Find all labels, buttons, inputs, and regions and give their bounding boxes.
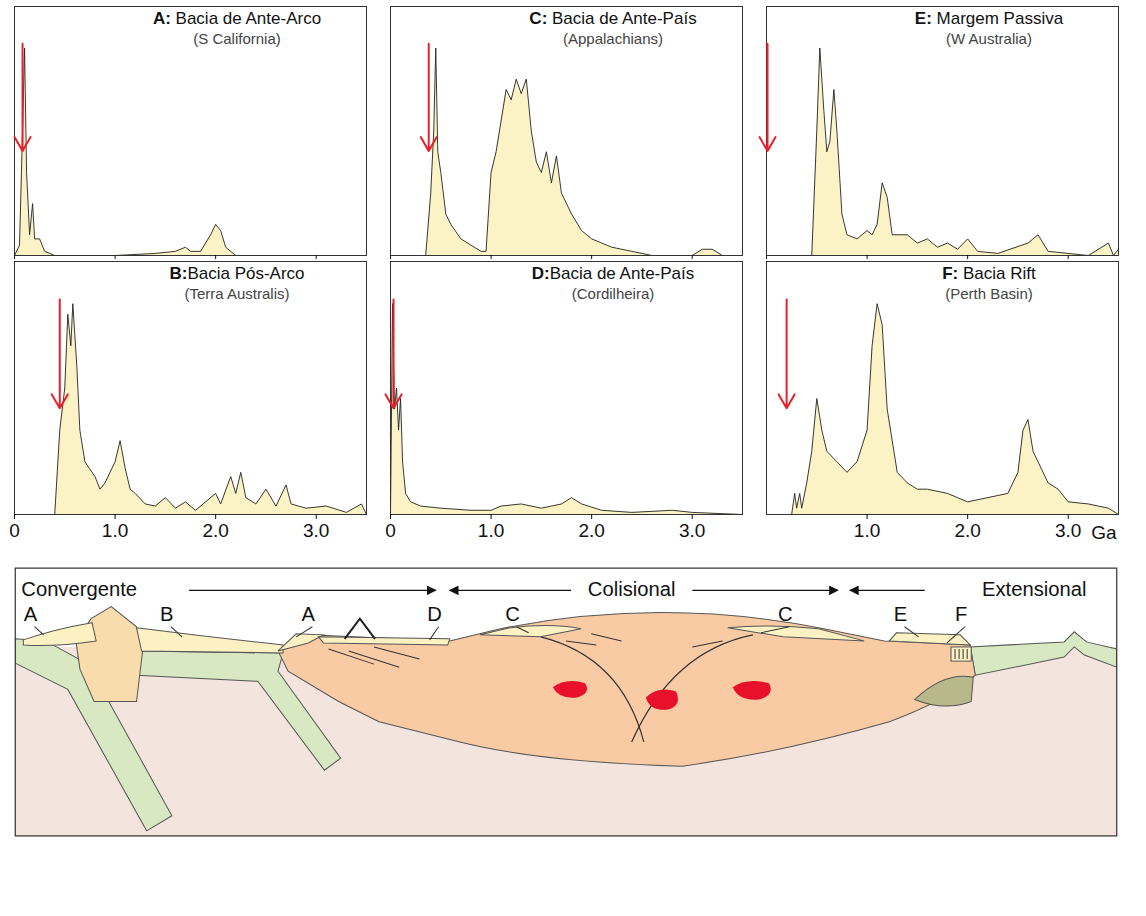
html-text:C: Bacia de Ante-País: C: Bacia de Ante-País [529, 9, 697, 28]
svg-text:A: A [302, 603, 316, 625]
svg-text:B: B [160, 603, 173, 625]
svg-text:2.0: 2.0 [954, 520, 980, 541]
svg-text:F: F [955, 603, 967, 625]
svg-text:Extensional: Extensional [982, 578, 1086, 600]
html-text:B: Bacia Pós-Arco: B: Bacia Pós-Arco [169, 264, 305, 283]
html-text:(Terra Australis): (Terra Australis) [184, 285, 290, 302]
svg-text:2.0: 2.0 [578, 520, 604, 541]
svg-text:A: A [24, 603, 38, 625]
svg-text:1.0: 1.0 [478, 520, 504, 541]
svg-text:3.0: 3.0 [303, 520, 329, 541]
svg-text:E: E [894, 603, 907, 625]
svg-text:0: 0 [9, 520, 20, 541]
svg-text:D: D [427, 603, 442, 625]
html-text:A: Bacia de Ante-Arco: A: Bacia de Ante-Arco [152, 9, 322, 28]
svg-text:0: 0 [385, 520, 396, 541]
html-text:F: Bacia Rift: F: Bacia Rift [942, 264, 1036, 283]
svg-text:C: C [505, 603, 520, 625]
html-text:(S California): (S California) [193, 30, 281, 47]
html-text:(Perth Basin): (Perth Basin) [945, 285, 1033, 302]
svg-text:3.0: 3.0 [1055, 520, 1081, 541]
svg-text:1.0: 1.0 [102, 520, 128, 541]
svg-text:2.0: 2.0 [202, 520, 228, 541]
svg-text:Convergente: Convergente [21, 578, 137, 600]
svg-text:Colisional: Colisional [588, 578, 676, 600]
html-text:(Cordilheira): (Cordilheira) [571, 285, 655, 302]
svg-text:C: C [778, 603, 793, 625]
html-text:D: Bacia de Ante-País: D: Bacia de Ante-País [531, 264, 695, 283]
svg-text:3.0: 3.0 [679, 520, 705, 541]
svg-text:Ga: Ga [1091, 522, 1117, 543]
html-text:(Appalachians): (Appalachians) [563, 30, 663, 47]
html-text:E: Margem Passiva: E: Margem Passiva [914, 9, 1064, 28]
html-text:(W Australia): (W Australia) [946, 30, 1032, 47]
svg-text:1.0: 1.0 [854, 520, 880, 541]
